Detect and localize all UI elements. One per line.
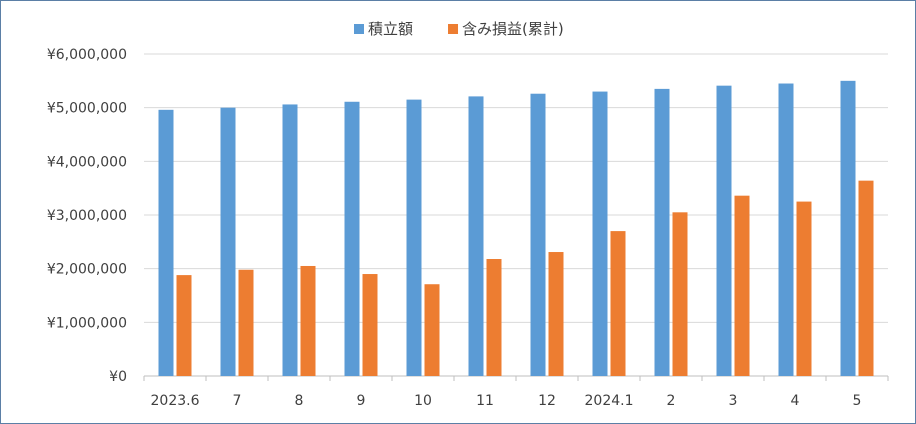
bar-contribution xyxy=(778,83,794,377)
bar-unrealized-gain xyxy=(548,252,564,376)
bar-unrealized-gain xyxy=(424,284,440,376)
bar-unrealized-gain xyxy=(238,269,254,376)
x-tick-label: 8 xyxy=(295,393,304,409)
bar-contribution xyxy=(406,99,422,376)
bar-unrealized-gain xyxy=(486,259,502,376)
bar-unrealized-gain xyxy=(176,275,192,376)
y-tick-label: ¥6,000,000 xyxy=(47,47,127,63)
x-tick-label: 2 xyxy=(667,393,676,409)
bar-contribution xyxy=(592,91,608,377)
legend-label: 積立額 xyxy=(368,20,413,38)
bar-contribution xyxy=(220,107,236,377)
x-tick-label: 2023.6 xyxy=(151,393,200,409)
y-tick-label: ¥3,000,000 xyxy=(47,208,127,224)
y-tick-label: ¥0 xyxy=(109,369,127,385)
x-tick-label: 11 xyxy=(476,393,494,409)
bar-unrealized-gain xyxy=(858,180,874,376)
x-tick-label: 10 xyxy=(414,393,432,409)
bar-contribution xyxy=(530,93,546,377)
bar-contribution xyxy=(344,101,360,376)
x-tick-label: 3 xyxy=(729,393,738,409)
bar-unrealized-gain xyxy=(610,231,626,376)
y-tick-label: ¥5,000,000 xyxy=(47,101,127,117)
bar-unrealized-gain xyxy=(672,212,688,376)
x-tick-label: 4 xyxy=(791,393,800,409)
legend-swatch xyxy=(354,24,364,34)
x-tick-label: 9 xyxy=(357,393,366,409)
bar-contribution xyxy=(654,88,670,376)
x-tick-label: 2024.1 xyxy=(585,393,634,409)
x-tick-label: 7 xyxy=(233,393,242,409)
x-tick-label: 12 xyxy=(538,393,556,409)
bar-contribution xyxy=(282,104,298,377)
bar-contribution xyxy=(158,109,174,377)
y-tick-label: ¥1,000,000 xyxy=(47,315,127,331)
y-tick-label: ¥2,000,000 xyxy=(47,262,127,278)
legend-swatch xyxy=(448,24,459,34)
x-tick-label: 5 xyxy=(853,393,862,409)
bar-unrealized-gain xyxy=(796,201,812,376)
legend-label: 含み損益(累計) xyxy=(462,20,564,38)
bar-contribution xyxy=(716,85,732,376)
y-tick-label: ¥4,000,000 xyxy=(47,154,127,170)
bar-contribution xyxy=(840,80,856,376)
bar-contribution xyxy=(468,96,484,376)
bar-unrealized-gain xyxy=(300,265,316,376)
bar-unrealized-gain xyxy=(362,274,378,376)
bar-unrealized-gain xyxy=(734,195,750,376)
